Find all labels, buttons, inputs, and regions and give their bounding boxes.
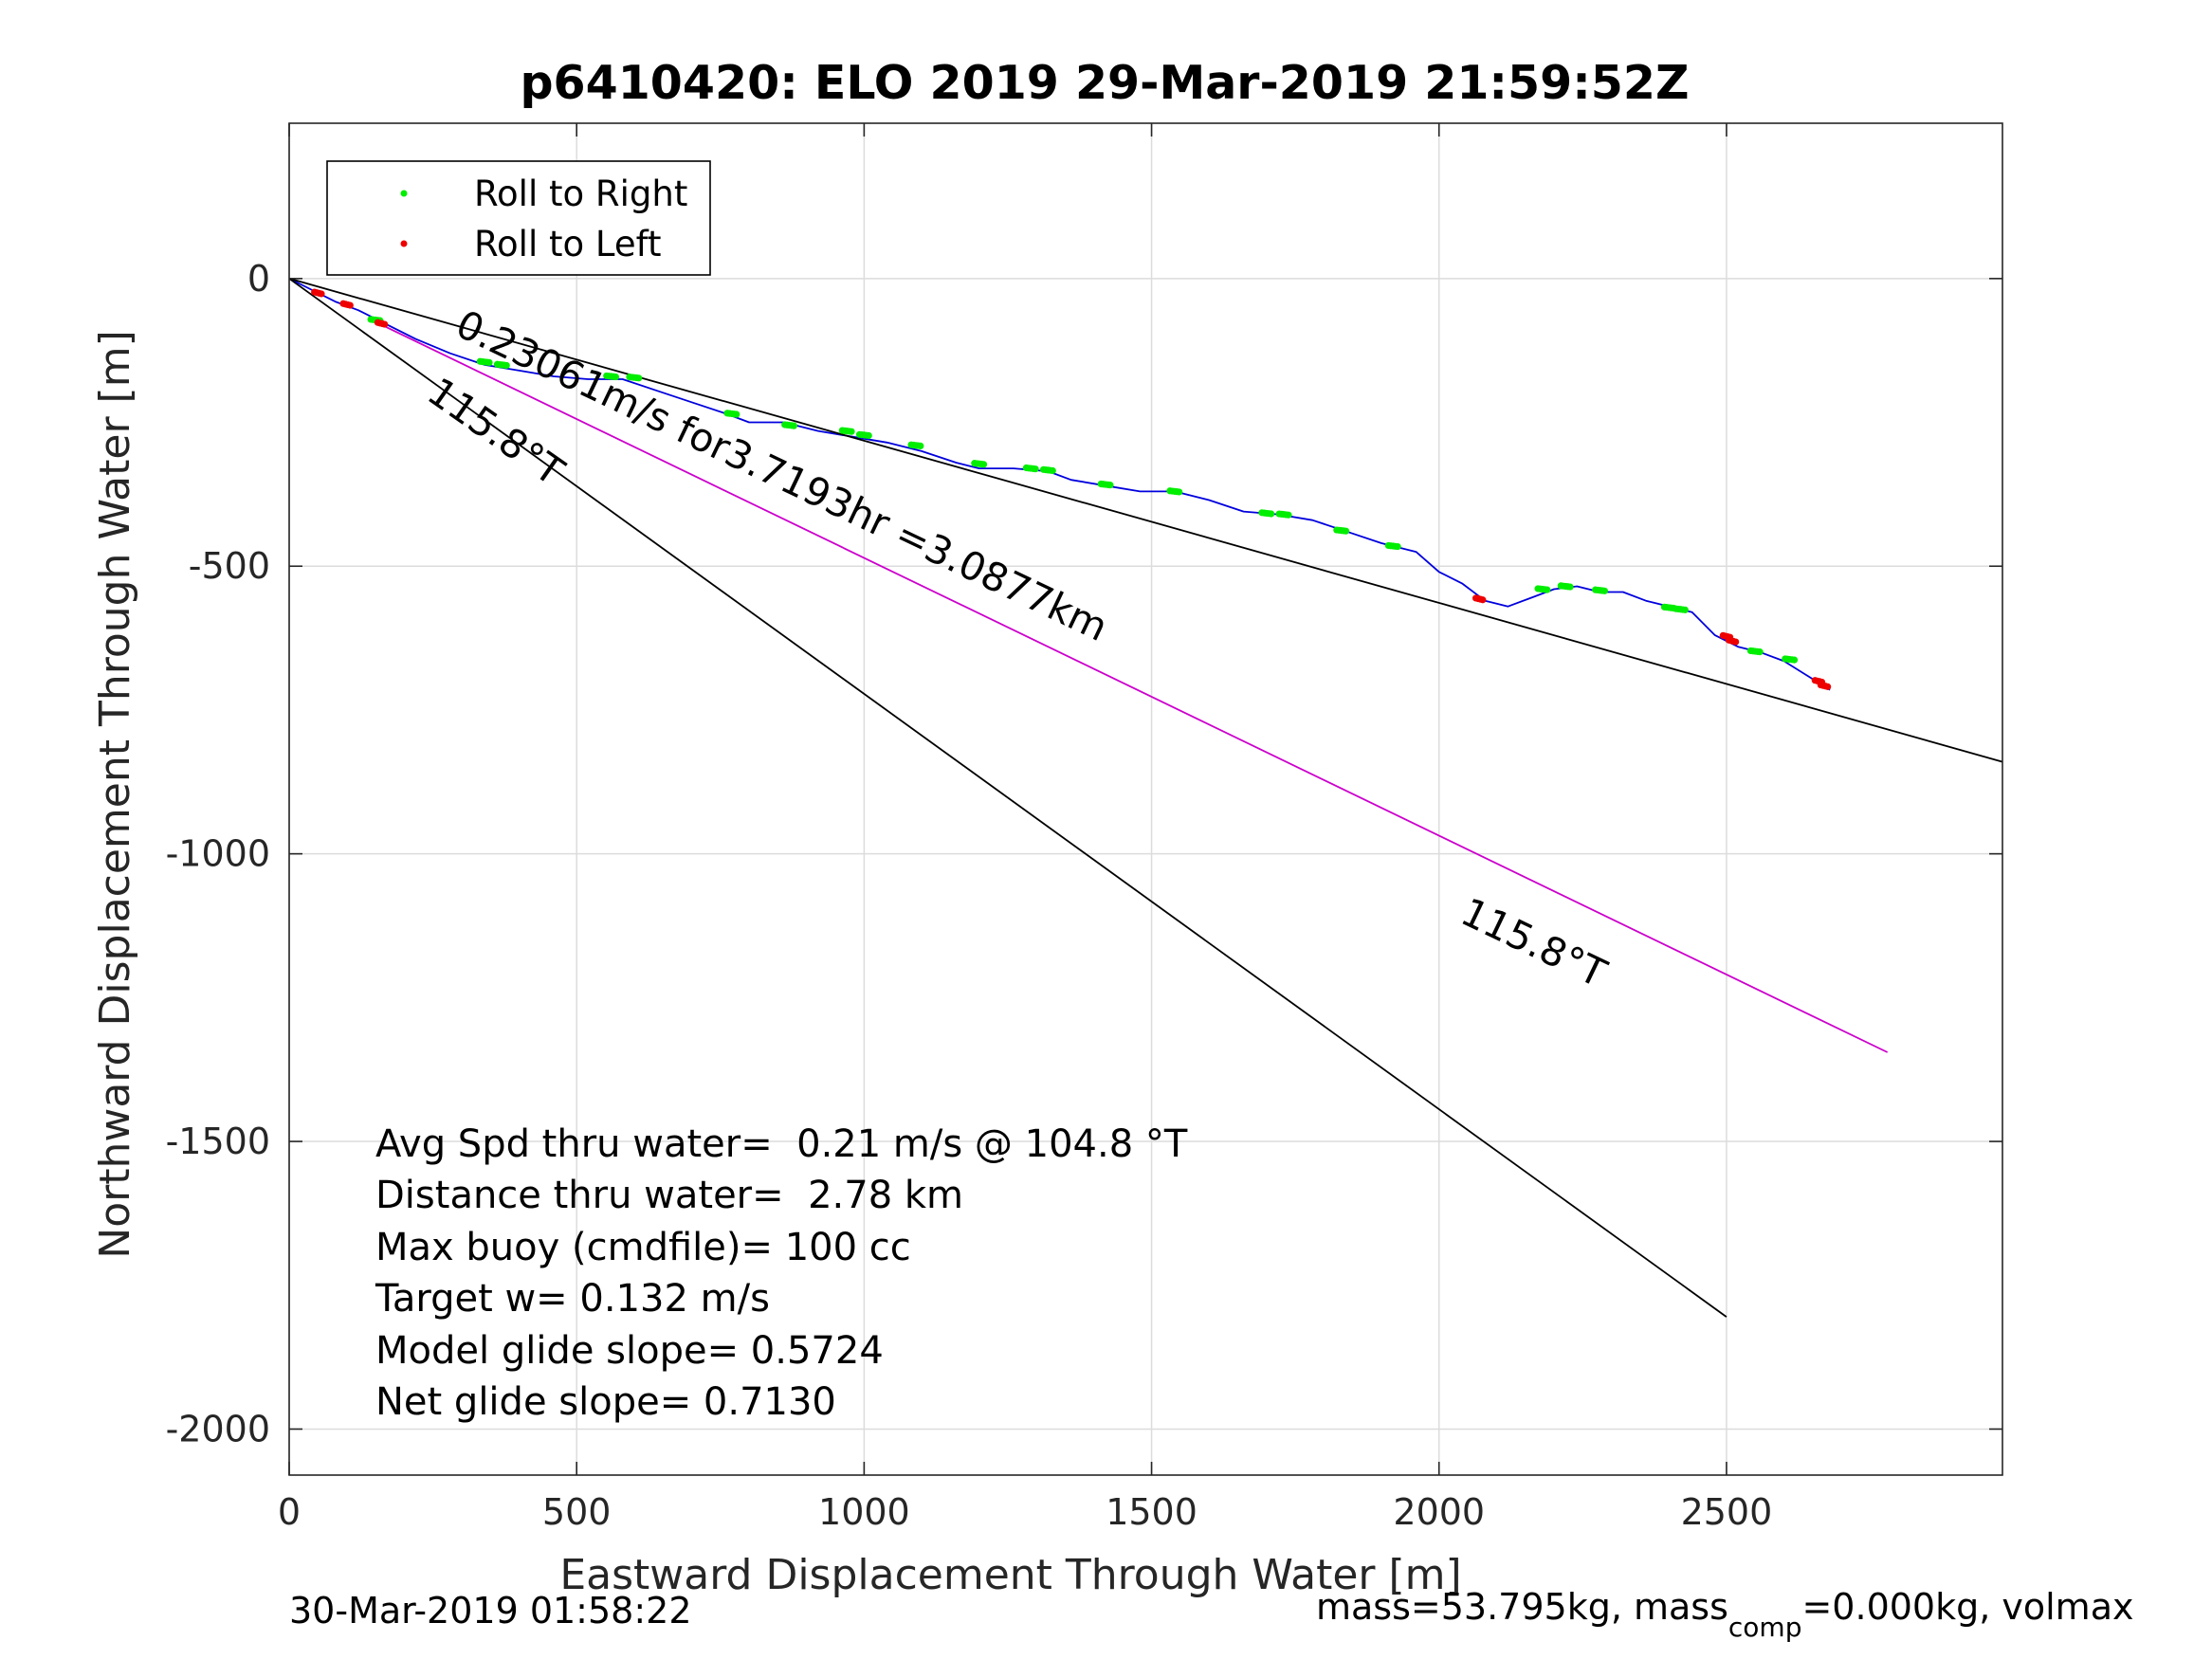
y-tick-label: -1500 <box>166 1121 270 1162</box>
roll-right-point <box>865 431 872 440</box>
roll-left-point <box>1824 683 1832 690</box>
stat-distance: Distance thru water= 2.78 km <box>375 1174 963 1217</box>
y-tick-labels: 0 -500 -1000 -1500 -2000 <box>166 258 270 1450</box>
legend: Roll to Right Roll to Left <box>326 160 711 276</box>
stat-model-glide-slope: Model glide slope= 0.5724 <box>375 1329 884 1373</box>
y-tick-label: -1000 <box>166 833 270 875</box>
roll-right-point <box>979 461 988 468</box>
stats-block: Avg Spd thru water= 0.21 m/s @ 104.8 °T … <box>375 1122 1188 1424</box>
roll-left-point <box>318 290 325 298</box>
roll-right-point <box>635 374 643 382</box>
average-heading-line <box>380 323 1889 1053</box>
stat-max-buoy: Max buoy (cmdfile)= 100 cc <box>375 1226 911 1269</box>
roll-right-point <box>1268 510 1275 518</box>
footer-mass-tail: =0.000kg, volmax <box>1801 1586 2133 1628</box>
x-tick-labels: 0 500 1000 1500 2000 2500 <box>278 1491 1772 1533</box>
heading-line <box>288 278 1728 1318</box>
footer-mass-info: mass=53.795kg, masscomp=0.000kg, volmax <box>1316 1586 2133 1643</box>
roll-right-point <box>1600 587 1608 594</box>
roll-right-point <box>1394 542 1401 551</box>
x-tick-label: 500 <box>542 1491 612 1533</box>
legend-box <box>326 160 711 276</box>
legend-marker-roll-left <box>400 240 408 247</box>
track-line <box>288 277 1831 691</box>
roll-right-point <box>612 373 620 381</box>
roll-right-point <box>1106 482 1114 489</box>
stat-target-w: Target w= 0.132 m/s <box>375 1277 770 1321</box>
x-tick-label: 2000 <box>1393 1491 1485 1533</box>
roll-right-point <box>1049 466 1056 475</box>
roll-right-point <box>917 442 924 449</box>
footer-mass-subscript: comp <box>1728 1612 1802 1643</box>
roll-left-point <box>381 320 389 328</box>
legend-marker-roll-right <box>400 190 408 197</box>
y-axis-label: Northward Displacement Through Water [m] <box>91 330 139 1258</box>
roll-left-point <box>346 301 354 309</box>
tick-marks <box>288 123 2002 1475</box>
legend-label-roll-right: Roll to Right <box>474 173 687 214</box>
roll-right-point <box>1342 527 1350 535</box>
roll-right-point <box>1285 511 1292 519</box>
roll-right-point <box>485 358 493 367</box>
x-tick-label: 1000 <box>818 1491 910 1533</box>
y-tick-label: 0 <box>247 258 270 300</box>
roll-right-point <box>1566 583 1574 591</box>
footer-mass-text: mass=53.795kg, mass <box>1316 1586 1728 1628</box>
x-tick-label: 2500 <box>1681 1491 1773 1533</box>
roll-right-point <box>848 428 855 435</box>
footer-timestamp: 30-Mar-2019 01:58:22 <box>289 1590 692 1632</box>
grid-lines <box>288 123 2002 1475</box>
legend-label-roll-left: Roll to Left <box>474 224 662 264</box>
roll-right-point <box>1790 656 1799 664</box>
roll-right-point <box>733 410 740 418</box>
stat-net-glide-slope: Net glide slope= 0.7130 <box>375 1380 836 1424</box>
roll-points <box>311 288 1832 690</box>
roll-right-point <box>1756 648 1764 656</box>
roll-right-point <box>1544 586 1551 593</box>
chart-title: p6410420: ELO 2019 29-Mar-2019 21:59:52Z <box>520 56 1689 110</box>
y-tick-label: -2000 <box>166 1408 270 1449</box>
axes-frame <box>288 122 2003 1476</box>
roll-right-point <box>1681 606 1689 613</box>
x-axis-label: Eastward Displacement Through Water [m] <box>559 1551 1461 1599</box>
x-tick-label: 0 <box>278 1491 301 1533</box>
roll-left-point <box>1732 638 1740 646</box>
x-tick-label: 1500 <box>1106 1491 1197 1533</box>
roll-right-point <box>1032 465 1039 473</box>
reference-line <box>288 277 2003 763</box>
series-lines <box>288 277 2003 1318</box>
roll-right-point <box>1176 488 1183 496</box>
y-tick-label: -500 <box>189 545 270 587</box>
roll-right-point <box>790 422 797 429</box>
stat-avg-speed: Avg Spd thru water= 0.21 m/s @ 104.8 °T <box>375 1122 1188 1166</box>
roll-right-point <box>503 361 510 370</box>
roll-left-point <box>1479 596 1487 604</box>
